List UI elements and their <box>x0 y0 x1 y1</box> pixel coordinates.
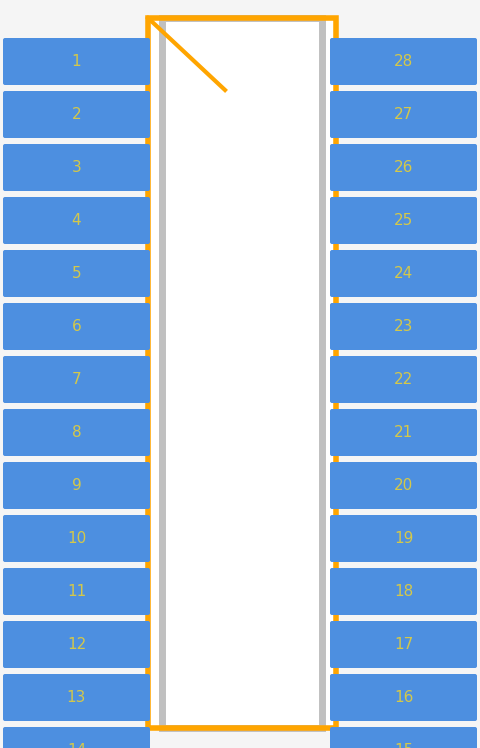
FancyBboxPatch shape <box>3 144 150 191</box>
Text: 11: 11 <box>67 584 86 599</box>
FancyBboxPatch shape <box>3 462 150 509</box>
FancyBboxPatch shape <box>330 38 477 85</box>
Text: 14: 14 <box>67 743 86 748</box>
FancyBboxPatch shape <box>330 568 477 615</box>
Text: 26: 26 <box>394 160 413 175</box>
Text: 7: 7 <box>72 372 81 387</box>
Text: 21: 21 <box>394 425 413 440</box>
Text: 20: 20 <box>394 478 413 493</box>
Text: 8: 8 <box>72 425 81 440</box>
FancyBboxPatch shape <box>330 409 477 456</box>
FancyBboxPatch shape <box>330 144 477 191</box>
Text: 5: 5 <box>72 266 81 281</box>
Text: 27: 27 <box>394 107 413 122</box>
Text: 23: 23 <box>394 319 413 334</box>
Text: 3: 3 <box>72 160 82 175</box>
FancyBboxPatch shape <box>330 515 477 562</box>
FancyBboxPatch shape <box>3 356 150 403</box>
Text: 2: 2 <box>72 107 81 122</box>
Text: 28: 28 <box>394 54 413 69</box>
FancyBboxPatch shape <box>330 727 477 748</box>
FancyBboxPatch shape <box>3 197 150 244</box>
Text: 15: 15 <box>394 743 413 748</box>
Text: 19: 19 <box>394 531 413 546</box>
FancyBboxPatch shape <box>3 515 150 562</box>
FancyBboxPatch shape <box>330 462 477 509</box>
Text: 12: 12 <box>67 637 86 652</box>
FancyBboxPatch shape <box>3 38 150 85</box>
FancyBboxPatch shape <box>330 303 477 350</box>
Text: 1: 1 <box>72 54 81 69</box>
FancyBboxPatch shape <box>330 91 477 138</box>
Text: 24: 24 <box>394 266 413 281</box>
Text: 22: 22 <box>394 372 413 387</box>
FancyBboxPatch shape <box>330 250 477 297</box>
FancyBboxPatch shape <box>3 727 150 748</box>
Text: 10: 10 <box>67 531 86 546</box>
Text: 13: 13 <box>67 690 86 705</box>
Text: 6: 6 <box>72 319 82 334</box>
FancyBboxPatch shape <box>330 197 477 244</box>
FancyBboxPatch shape <box>3 91 150 138</box>
FancyBboxPatch shape <box>3 250 150 297</box>
Text: 17: 17 <box>394 637 413 652</box>
Text: 25: 25 <box>394 213 413 228</box>
FancyBboxPatch shape <box>330 674 477 721</box>
FancyBboxPatch shape <box>330 621 477 668</box>
FancyBboxPatch shape <box>3 621 150 668</box>
Text: 18: 18 <box>394 584 413 599</box>
FancyBboxPatch shape <box>3 303 150 350</box>
FancyBboxPatch shape <box>3 409 150 456</box>
FancyBboxPatch shape <box>330 356 477 403</box>
Text: 9: 9 <box>72 478 82 493</box>
Bar <box>162 18 322 728</box>
FancyBboxPatch shape <box>3 674 150 721</box>
Bar <box>148 18 336 728</box>
Text: 16: 16 <box>394 690 413 705</box>
Bar <box>148 18 336 728</box>
FancyBboxPatch shape <box>3 568 150 615</box>
Text: 4: 4 <box>72 213 81 228</box>
